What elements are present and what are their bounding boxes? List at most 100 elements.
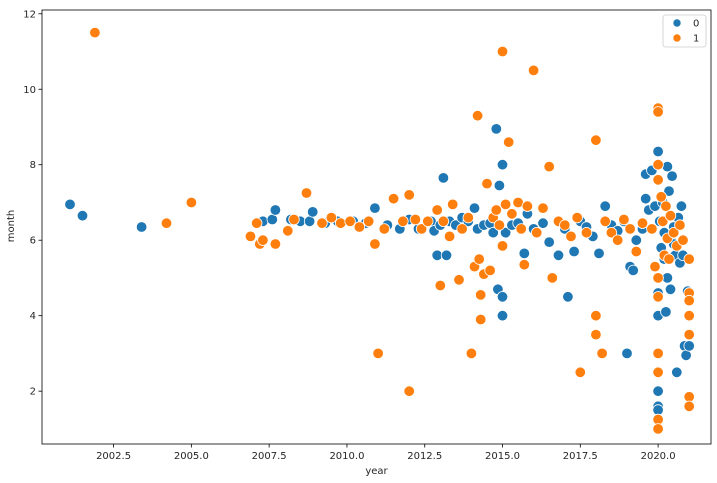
plot-frame [41, 9, 712, 445]
point-series-1-46 [493, 219, 506, 231]
point-series-0-5 [269, 204, 282, 216]
point-series-1-101 [683, 253, 695, 265]
point-series-1-57 [531, 226, 543, 239]
point-series-0-23 [437, 172, 450, 184]
point-series-1-85 [652, 291, 664, 303]
point-series-0-50 [562, 291, 574, 303]
point-series-1-45 [490, 204, 503, 216]
legend: 01 [662, 14, 707, 48]
point-series-1-54 [518, 259, 531, 271]
x-tick-label: 2015.0 [485, 451, 520, 462]
point-series-0-47 [543, 236, 555, 248]
point-series-0-60 [621, 347, 633, 360]
point-series-1-14 [344, 215, 356, 228]
point-series-1-0 [89, 26, 101, 39]
point-series-0-9 [307, 206, 319, 218]
point-series-1-47 [496, 45, 509, 58]
point-series-0-14 [369, 202, 381, 214]
legend-label-1: 1 [693, 34, 699, 45]
point-series-1-55 [521, 200, 534, 212]
point-series-1-11 [316, 217, 328, 229]
point-series-0-73 [652, 385, 664, 397]
point-series-1-38 [473, 253, 485, 265]
point-series-0-48 [552, 249, 565, 262]
point-series-1-39 [475, 289, 487, 301]
point-series-1-50 [503, 136, 515, 148]
point-series-0-84 [663, 185, 675, 197]
x-tick-label: 2007.5 [252, 451, 287, 462]
point-series-1-65 [574, 366, 587, 379]
point-series-1-21 [397, 215, 409, 228]
point-series-0-0 [64, 198, 76, 211]
point-series-1-13 [335, 217, 347, 229]
point-series-0-2 [135, 221, 148, 233]
point-series-1-81 [652, 106, 664, 118]
point-series-1-9 [288, 213, 300, 226]
point-series-1-66 [580, 226, 593, 239]
point-series-1-34 [462, 211, 475, 224]
point-series-1-8 [282, 225, 294, 237]
x-tick-label: 2002.5 [96, 451, 131, 462]
point-series-1-26 [422, 215, 434, 228]
point-series-1-73 [612, 234, 624, 246]
point-series-1-40 [475, 313, 487, 326]
point-series-1-2 [185, 196, 198, 209]
point-series-1-71 [599, 215, 611, 228]
point-series-0-86 [664, 283, 677, 296]
point-series-1-25 [415, 223, 428, 235]
point-series-0-33 [487, 226, 499, 239]
point-series-1-1 [160, 217, 173, 229]
point-series-1-30 [443, 230, 456, 243]
legend-label-0: 0 [693, 19, 699, 30]
point-series-1-82 [652, 158, 664, 171]
point-series-1-3 [244, 230, 257, 243]
point-series-1-97 [668, 226, 680, 239]
point-series-1-69 [590, 328, 602, 341]
point-series-0-8 [303, 215, 316, 228]
point-series-1-15 [353, 221, 366, 233]
point-series-1-24 [409, 213, 422, 226]
point-series-1-60 [546, 272, 559, 284]
legend-marker-1 [672, 33, 682, 43]
point-series-0-87 [666, 170, 678, 182]
point-series-1-96 [664, 209, 677, 222]
point-series-0-51 [568, 245, 580, 258]
x-tick-label: 2017.5 [563, 451, 598, 462]
point-series-1-107 [683, 400, 695, 413]
point-series-1-31 [447, 198, 459, 211]
point-series-1-19 [378, 223, 391, 235]
point-series-1-53 [515, 223, 527, 235]
point-series-0-29 [468, 202, 481, 214]
point-series-1-74 [618, 213, 630, 226]
point-series-0-1 [76, 209, 89, 222]
y-tick-label: 6 [30, 236, 36, 247]
point-series-0-99 [683, 340, 695, 352]
point-series-1-32 [453, 274, 465, 286]
point-series-0-37 [496, 158, 509, 171]
point-series-1-89 [652, 423, 664, 435]
point-series-1-95 [663, 253, 675, 265]
y-tick-label: 2 [30, 387, 36, 398]
point-series-1-23 [403, 385, 415, 397]
point-series-1-76 [630, 245, 643, 258]
legend-marker-0 [672, 18, 682, 28]
point-series-0-82 [661, 160, 674, 173]
point-series-0-81 [660, 306, 672, 318]
point-series-1-103 [683, 294, 695, 307]
point-series-1-51 [506, 208, 518, 220]
x-tick-label: 2020.0 [641, 451, 676, 462]
point-series-1-77 [636, 217, 649, 229]
point-series-1-104 [683, 310, 695, 322]
point-series-0-91 [671, 366, 683, 379]
point-series-1-87 [652, 366, 664, 379]
point-series-0-63 [630, 234, 643, 246]
points-layer [64, 26, 695, 435]
point-series-1-48 [496, 240, 509, 252]
point-series-0-97 [680, 349, 692, 362]
point-series-1-12 [325, 211, 338, 224]
point-series-1-78 [646, 223, 658, 235]
point-series-0-24 [440, 249, 453, 262]
point-series-1-72 [605, 226, 618, 239]
point-series-1-7 [269, 238, 282, 250]
